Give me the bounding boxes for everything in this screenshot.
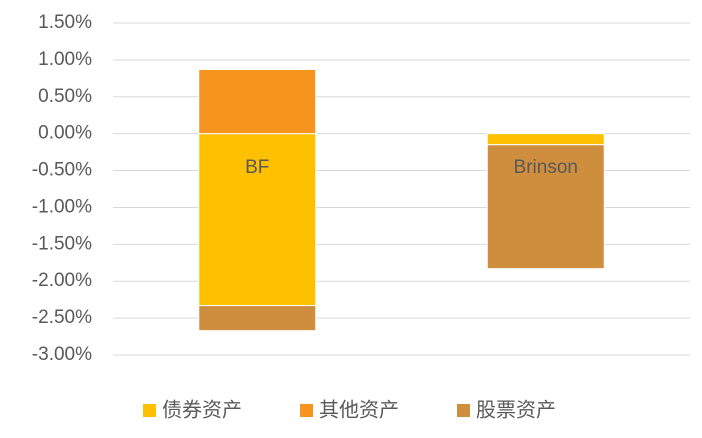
legend-swatch — [457, 404, 470, 417]
legend-swatch — [300, 404, 313, 417]
y-tick-label: -1.50% — [32, 233, 92, 254]
y-tick-label: -0.50% — [32, 160, 92, 181]
y-tick-label: -2.00% — [32, 270, 92, 291]
y-tick-label: -3.00% — [32, 344, 92, 365]
y-tick-label: -2.50% — [32, 307, 92, 328]
legend-swatch — [143, 404, 156, 417]
bar-segment — [486, 144, 605, 270]
legend-label: 债券资产 — [162, 398, 242, 421]
bar-segment — [198, 68, 317, 135]
y-tick-label: 1.00% — [38, 49, 92, 70]
y-tick-label: 1.50% — [38, 12, 92, 33]
category-label: BF — [245, 157, 269, 178]
bar-segment — [198, 305, 317, 332]
y-tick-label: 0.50% — [38, 86, 92, 107]
y-tick-label: 0.00% — [38, 123, 92, 144]
y-tick-label: -1.00% — [32, 196, 92, 217]
bar-segment — [486, 133, 605, 146]
legend-label: 其他资产 — [319, 398, 399, 421]
category-label: Brinson — [514, 157, 578, 178]
legend-label: 股票资产 — [476, 398, 556, 421]
